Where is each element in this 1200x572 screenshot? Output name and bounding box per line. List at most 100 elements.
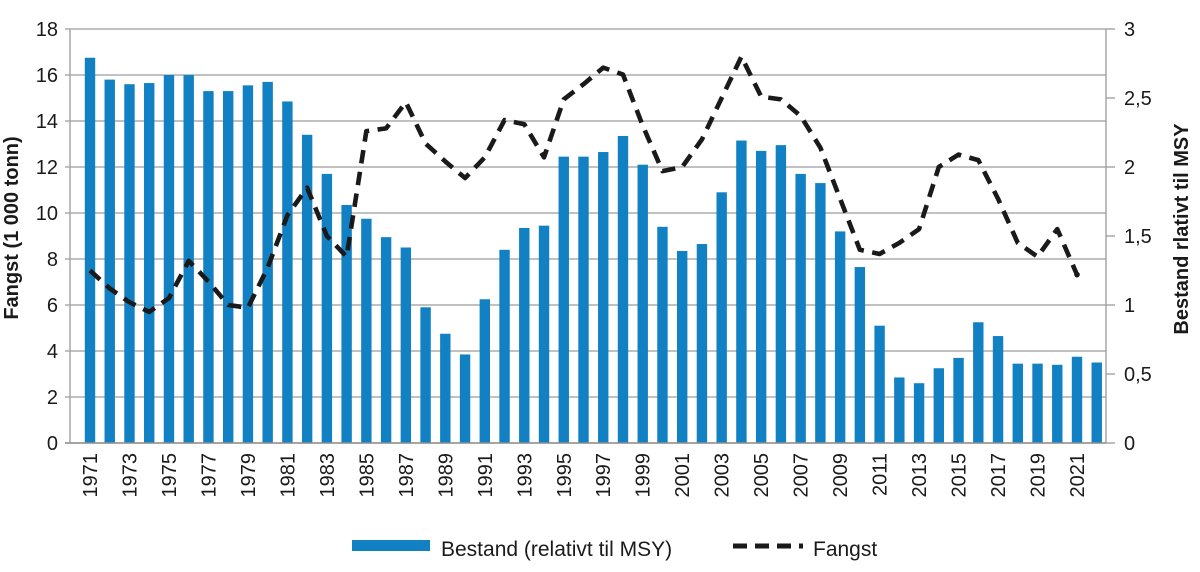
- bar: [992, 336, 1004, 443]
- left-axis-tick-label: 4: [47, 341, 58, 363]
- bar: [815, 183, 826, 443]
- bar: [894, 377, 905, 443]
- bar: [637, 164, 648, 443]
- right-axis-tick-label: 3: [1124, 19, 1135, 41]
- bar: [775, 145, 787, 443]
- bar: [420, 307, 431, 443]
- bar: [834, 231, 846, 443]
- x-axis-tick-label: 2003: [712, 453, 734, 498]
- bar: [84, 57, 96, 443]
- x-axis-tick-label: 2017: [988, 453, 1010, 498]
- left-axis-tick-labels: 0 2 4 6 8 10 12 14 16 18: [36, 19, 58, 455]
- bar: [874, 325, 885, 443]
- x-axis-tick-label: 1989: [435, 453, 457, 498]
- left-axis-tick-label: 14: [36, 111, 58, 133]
- bar: [341, 204, 352, 443]
- right-axis-title: Bestand rlativt til MSY: [1171, 123, 1193, 335]
- x-axis-tick-label: 2005: [751, 453, 773, 498]
- right-axis-tick-label: 2,5: [1124, 88, 1152, 110]
- bar: [696, 244, 708, 443]
- bar: [657, 226, 668, 443]
- legend: Bestand (relativt til MSY) Fangst: [352, 538, 877, 561]
- left-axis-tick-label: 12: [36, 157, 58, 179]
- bar: [677, 250, 688, 443]
- bar: [558, 156, 569, 443]
- bar: [519, 227, 530, 443]
- x-axis-tick-label: 1995: [554, 453, 576, 498]
- x-axis-tick-labels: 1971 1973 1975 1977 1979 1981 1983 1985 1987 1989…: [80, 453, 1089, 498]
- bar: [953, 357, 964, 443]
- bar: [617, 135, 629, 443]
- bar: [459, 354, 471, 443]
- bar: [854, 267, 866, 443]
- x-axis-tick-label: 1987: [396, 453, 418, 498]
- bar: [1071, 356, 1083, 443]
- right-axis-tick-labels: 0 0,5 1 1,5 2 2,5 3: [1106, 19, 1152, 455]
- left-axis-tick-label: 18: [36, 19, 58, 41]
- x-axis-tick-label: 1983: [317, 453, 339, 498]
- x-axis-tick-label: 2009: [830, 453, 852, 498]
- x-axis-tick-label: 1979: [238, 453, 260, 498]
- left-axis-tick-label: 6: [47, 295, 58, 317]
- bar: [380, 237, 392, 443]
- bar: [222, 91, 234, 443]
- bar: [1052, 364, 1063, 443]
- x-axis-tick-label: 2019: [1028, 453, 1050, 498]
- bar: [203, 91, 214, 443]
- right-axis-tick-label: 1: [1124, 295, 1135, 317]
- bar: [933, 368, 945, 443]
- bar: [144, 83, 155, 444]
- left-axis-tick-label: 0: [47, 433, 58, 455]
- bar: [913, 383, 925, 443]
- bar: [538, 225, 550, 443]
- left-axis-tick-label: 8: [47, 249, 58, 271]
- left-axis-tick-label: 16: [36, 65, 58, 87]
- line-end-dot: [1074, 271, 1080, 278]
- bar: [1032, 363, 1043, 443]
- x-axis-tick-label: 2001: [672, 453, 694, 498]
- legend-bar-label: Bestand (relativt til MSY): [441, 538, 672, 561]
- bar: [124, 84, 135, 443]
- left-axis-tick-label: 2: [47, 387, 58, 409]
- x-axis-tick-label: 1975: [159, 453, 181, 498]
- x-axis-tick-label: 1999: [633, 453, 655, 498]
- bar: [1012, 363, 1023, 443]
- x-axis-tick-label: 2013: [909, 453, 931, 498]
- x-axis-tick-label: 1993: [514, 453, 536, 498]
- bar: [755, 150, 767, 443]
- bar-series: [84, 57, 1102, 444]
- bar: [973, 322, 984, 443]
- bar: [282, 101, 293, 443]
- right-axis-tick-label: 0: [1124, 433, 1135, 455]
- bar: [242, 85, 254, 443]
- right-axis-tick-label: 0,5: [1124, 364, 1152, 386]
- legend-bar-swatch: [352, 540, 430, 551]
- bar: [736, 140, 747, 444]
- x-axis-tick-label: 1973: [119, 453, 141, 498]
- bar: [440, 333, 451, 443]
- x-axis-tick-label: 2021: [1067, 453, 1089, 498]
- fangst-line: [88, 54, 1080, 315]
- bar: [321, 173, 333, 443]
- bar: [361, 218, 372, 443]
- bar: [499, 249, 510, 443]
- bar: [598, 152, 609, 444]
- bar: [400, 247, 412, 443]
- left-axis-title: Fangst (1 000 tonn): [1, 136, 23, 319]
- x-axis-tick-label: 1977: [198, 453, 220, 498]
- right-axis-tick-label: 2: [1124, 157, 1135, 179]
- bar: [716, 192, 727, 443]
- x-axis-tick-label: 1971: [80, 453, 102, 498]
- legend-line-label: Fangst: [813, 538, 877, 561]
- bar: [301, 134, 313, 444]
- bar: [1091, 362, 1102, 443]
- dashed-line-series: [88, 54, 1080, 315]
- x-axis-tick-label: 2011: [870, 453, 892, 496]
- bar: [578, 156, 589, 443]
- x-axis-tick-label: 1985: [356, 453, 378, 498]
- x-axis-tick-label: 2007: [791, 453, 813, 498]
- bar: [479, 299, 490, 443]
- x-axis-tick-label: 1991: [475, 453, 497, 498]
